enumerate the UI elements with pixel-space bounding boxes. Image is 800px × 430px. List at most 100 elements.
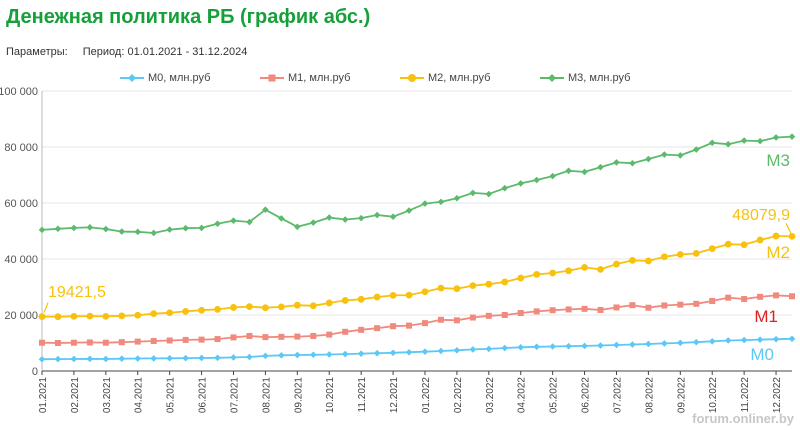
point-m2: [692, 250, 700, 257]
point-m1: [198, 336, 205, 343]
point-m1: [134, 338, 141, 345]
point-m3: [517, 180, 525, 187]
point-m3: [86, 224, 94, 231]
point-m1: [613, 304, 620, 311]
point-m2: [469, 282, 477, 289]
point-m0: [437, 347, 445, 355]
annotation-end-leader: [785, 223, 792, 234]
y-tick-label: 60 000: [4, 198, 38, 210]
point-m3: [214, 220, 221, 228]
point-m0: [724, 337, 732, 344]
point-m1: [230, 334, 237, 341]
point-m3: [597, 163, 604, 171]
point-m2: [533, 271, 541, 278]
point-m3: [102, 225, 110, 233]
point-m0: [645, 340, 652, 348]
x-tick-label: 04.2022: [517, 377, 528, 414]
x-tick-label: 08.2021: [261, 377, 272, 414]
point-m0: [70, 355, 78, 363]
period-label: Период: 01.01.2021 - 31.12.2024: [82, 46, 248, 58]
point-m2: [613, 260, 620, 268]
x-tick-label: 07.2022: [612, 377, 623, 414]
point-m0: [54, 355, 62, 363]
x-tick-label: 12.2022: [772, 377, 783, 414]
point-m2: [198, 306, 205, 314]
point-m2: [118, 312, 126, 320]
point-m3: [613, 159, 620, 166]
x-tick-label: 08.2022: [644, 377, 655, 414]
point-m3: [501, 184, 509, 192]
parameters-label: Параметры:: [6, 46, 68, 58]
point-m0: [86, 355, 94, 363]
point-m0: [325, 351, 333, 358]
legend-label-m3: М3, млн.руб: [568, 72, 631, 84]
annotation-m2-start-value: 19421,5: [48, 284, 106, 301]
point-m0: [740, 336, 748, 344]
x-tick-label: 06.2021: [198, 377, 209, 414]
point-m1: [501, 312, 508, 318]
point-m1: [342, 328, 349, 335]
x-tick-label: 07.2021: [229, 377, 240, 414]
point-m0: [485, 345, 493, 353]
x-tick-label: 06.2022: [581, 377, 592, 414]
x-tick-label: 09.2021: [293, 377, 304, 414]
point-m3: [788, 133, 796, 140]
parameters-bar: Параметры: Период: 01.01.2021 - 31.12.20…: [6, 46, 259, 58]
point-m1: [54, 340, 61, 346]
point-m3: [485, 190, 493, 198]
point-m2: [182, 307, 190, 315]
point-m0: [278, 352, 285, 359]
point-m2: [437, 284, 445, 292]
point-m2: [421, 288, 429, 296]
point-m3: [341, 216, 349, 223]
point-m2: [517, 274, 525, 282]
point-m3: [262, 206, 269, 214]
point-m2: [549, 269, 557, 277]
point-m1: [773, 292, 780, 299]
point-m0: [134, 355, 142, 362]
point-m2: [54, 313, 62, 321]
point-m2: [38, 313, 46, 321]
legend-marker-m2-icon: [400, 74, 424, 82]
point-m2: [102, 313, 110, 320]
point-m0: [102, 355, 110, 363]
point-m0: [405, 348, 413, 356]
point-m3: [405, 207, 413, 214]
watermark: forum.onliner.by: [692, 411, 794, 426]
point-m3: [38, 226, 46, 234]
point-m0: [421, 348, 429, 355]
point-m0: [661, 340, 668, 347]
point-m1: [102, 339, 109, 346]
x-tick-label: 11.2022: [740, 377, 751, 413]
x-tick-label: 12.2021: [389, 377, 400, 414]
x-tick-label: 01.2022: [421, 377, 432, 414]
point-m1: [597, 306, 604, 313]
point-m0: [453, 346, 461, 354]
point-m3: [724, 140, 732, 148]
point-m1: [629, 302, 636, 309]
point-m3: [54, 225, 62, 233]
point-m0: [198, 354, 205, 362]
point-m3: [309, 219, 317, 226]
point-m3: [70, 224, 78, 232]
point-m0: [676, 339, 684, 347]
x-tick-label: 03.2022: [485, 377, 496, 414]
point-m0: [118, 355, 126, 362]
point-m0: [708, 338, 716, 345]
point-m2: [86, 312, 94, 320]
point-m2: [309, 302, 317, 310]
point-m2: [293, 301, 301, 309]
point-m3: [549, 172, 556, 180]
point-m2: [214, 306, 221, 313]
point-m0: [150, 355, 158, 362]
point-m1: [661, 302, 668, 309]
annotation-m2-end-value: 48079,9: [732, 207, 790, 224]
point-m1: [469, 314, 476, 321]
x-tick-label: 05.2021: [166, 377, 177, 414]
point-m0: [389, 349, 397, 357]
point-m2: [756, 236, 764, 244]
point-m1: [533, 308, 540, 315]
point-m1: [390, 323, 397, 330]
point-m0: [309, 351, 317, 359]
point-m1: [421, 320, 428, 327]
